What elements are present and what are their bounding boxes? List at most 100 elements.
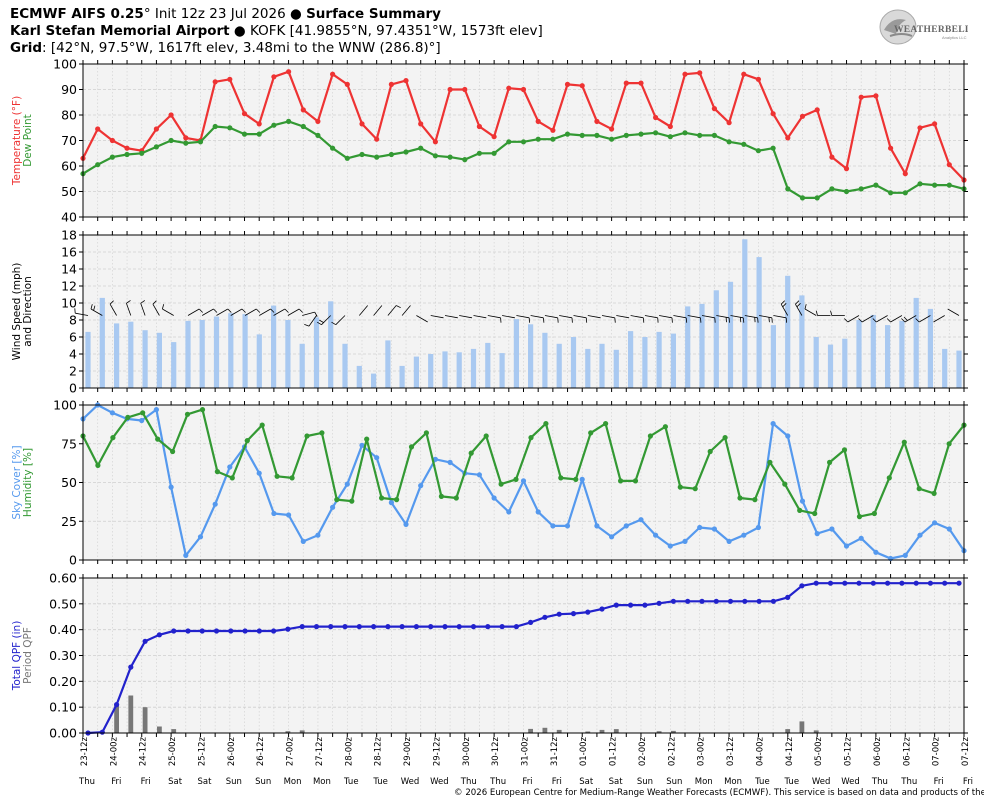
wind-speed-bar [528,324,534,389]
total-qpf-point [699,598,705,604]
header-line-1: ECMWF AIFS 0.25° Init 12z 23 Jul 2026 ● … [10,6,543,23]
dew-point-point [682,130,688,136]
total-qpf-point [199,628,205,634]
temperature-point [770,111,776,117]
humidity-point [588,430,594,436]
x-date-label: 03-00z [697,736,707,766]
wind-barb [216,308,228,316]
temperature-point [432,139,438,145]
wind-barb [126,303,132,316]
temperature-point [153,126,159,132]
dew-point-point [946,182,952,188]
wind-barb [744,315,758,319]
wind-speed-bar [442,351,448,388]
temperature-point [286,69,292,75]
sky-cover-point [286,512,292,518]
qpf-ylabel: Period QPF [22,627,34,684]
total-qpf-point [242,628,248,634]
dew-point-point [388,151,394,158]
total-qpf-point [399,624,405,630]
sky-ylabel: Humidity [%] [22,448,34,517]
wind-barb-feather [284,308,289,313]
x-date-label: 29-12z [432,736,442,766]
bullet-icon: ● [229,23,250,39]
sky-cover-point [564,523,571,529]
period-qpf-bar [114,705,119,733]
dew-point-point [212,123,218,130]
period-qpf-bar [599,729,605,733]
wind-barb [244,308,257,316]
wind-barb-feather [304,324,310,327]
sky-cover-point [579,476,585,482]
x-day-label: Sat [168,777,183,787]
total-qpf-point [813,580,819,586]
sky-cover-point [799,498,806,504]
wind-ytick-label: 6 [69,330,77,345]
total-qpf-point [827,580,834,586]
total-qpf-point [870,580,876,586]
total-qpf-point [742,598,748,604]
x-date-label: 04-00z [755,736,765,766]
wind-barb-feather [140,300,146,304]
temperature-point [271,74,277,80]
wind-barb [918,315,931,323]
humidity-point [513,476,519,482]
dew-point-point [770,145,776,151]
logo-text: WEATHERBELL [894,25,968,35]
humidity-point [155,436,161,442]
temperature-ytick-label: 50 [61,184,77,199]
wind-barb-feather [903,316,908,321]
sky-cover-point [932,520,938,526]
temperature-point [535,118,541,124]
x-day-label: Tue [784,777,800,787]
humidity-point [767,459,773,465]
humidity-point [737,495,743,501]
wind-speed-bar [628,331,634,388]
sky-ytick-label: 75 [61,436,77,451]
period-qpf-bar [528,728,533,733]
total-qpf-point [642,602,648,608]
temperature-point [330,71,336,77]
wind-speed-bar [613,349,619,389]
dew-point-point [535,136,541,142]
total-qpf-point [856,580,862,586]
sky-cover-point [256,470,262,476]
dew-point-point [711,132,718,138]
period-qpf-bar [299,730,305,733]
x-day-label: Fri [552,777,562,787]
wind-barb-feather [768,317,770,323]
sky-cover-point [902,552,908,559]
temperature-point [932,121,938,127]
x-date-label: 03-12z [726,736,736,766]
temperature-ytick-label: 80 [61,108,77,123]
wind-barb [473,315,487,319]
temperature-point [462,86,468,93]
period-qpf-bar [671,730,676,733]
sky-ylabel: Sky Cover [%] [11,445,23,519]
sky-cover-point [432,456,438,462]
dew-point-point [271,122,277,128]
total-qpf-point [599,606,605,612]
dew-point-point [447,154,453,160]
wind-barb-feather [614,317,616,323]
sky-ytick-label: 0 [69,553,77,568]
dew-point-point [491,150,497,156]
temperature-point [183,135,189,141]
humidity-point [827,459,833,465]
temperature-point [697,70,703,76]
temperature-point [623,80,629,86]
total-qpf-point [499,624,505,630]
x-date-label: 25-12z [197,736,207,766]
wind-speed-bar [185,320,191,388]
dew-point-point [638,131,644,137]
total-qpf-point [513,624,520,630]
wind-panel: 0 2 4 6 8 10 12 14 16 18 [61,228,968,396]
qpf-frame [82,577,965,734]
wind-speed-bar [542,332,548,389]
total-qpf-point [114,702,120,708]
humidity-point [782,481,788,487]
sky-cover-point [447,459,453,465]
humidity-point [334,497,340,503]
sky-panel: 0 25 50 75 100 [53,398,968,568]
x-day-label: Tue [754,777,770,787]
